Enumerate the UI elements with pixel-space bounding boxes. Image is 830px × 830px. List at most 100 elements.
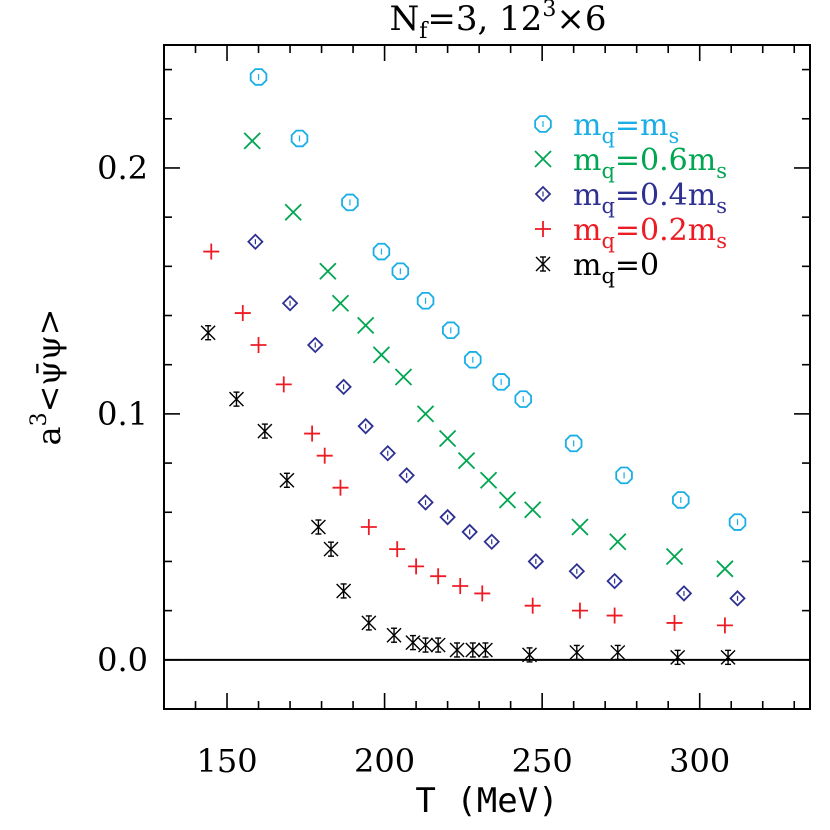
legend-label: mq=0 xyxy=(573,248,659,288)
data-point xyxy=(609,533,627,551)
data-point xyxy=(250,337,267,354)
data-point xyxy=(323,541,339,557)
data-point xyxy=(498,491,517,509)
data-point xyxy=(336,583,352,599)
y-axis-label: a3<ψ̄ψ> xyxy=(27,309,68,446)
x-tick-label: 200 xyxy=(354,742,415,780)
data-point xyxy=(522,647,538,663)
data-point xyxy=(249,68,268,86)
data-point xyxy=(304,425,321,442)
data-point xyxy=(357,417,374,435)
data-point xyxy=(203,243,220,260)
title-mid: =3, 12 xyxy=(427,0,542,39)
data-point xyxy=(430,637,446,653)
data-point xyxy=(464,351,482,369)
x-tick-label: 250 xyxy=(512,742,573,780)
data-point xyxy=(417,494,434,511)
legend-marker xyxy=(534,185,552,203)
data-point xyxy=(479,471,498,489)
data-point xyxy=(372,242,391,261)
data-point xyxy=(379,444,397,462)
title-sup: 3 xyxy=(542,0,556,22)
data-point xyxy=(666,614,683,631)
data-point xyxy=(606,572,623,590)
y-label-pre: a xyxy=(30,426,68,445)
data-point xyxy=(492,373,510,391)
x-tick-labels: 150 200 250 300 xyxy=(196,742,730,780)
data-point xyxy=(284,203,302,221)
data-point xyxy=(361,615,377,631)
data-point xyxy=(465,642,481,658)
y-label-expr: <ψ̄ψ> xyxy=(30,309,68,413)
y-tick-label: 0.2 xyxy=(97,149,148,187)
data-point xyxy=(418,637,434,653)
data-point xyxy=(290,129,309,148)
legend-label: mq=0.4ms xyxy=(573,178,727,218)
data-point xyxy=(430,568,447,585)
data-point xyxy=(452,578,469,595)
legend-marker xyxy=(535,221,551,237)
data-point xyxy=(243,132,261,150)
x-axis-label: T (MeV) xyxy=(415,781,558,821)
series-4 xyxy=(200,325,736,666)
y-label-sup: 3 xyxy=(27,412,52,426)
data-point xyxy=(234,305,251,322)
data-point xyxy=(449,642,465,658)
data-point xyxy=(331,294,350,312)
title-main: N xyxy=(389,0,419,39)
data-point xyxy=(569,644,585,661)
legend-label: mq=0.6ms xyxy=(573,143,727,183)
data-point xyxy=(457,451,476,470)
data-point xyxy=(200,325,216,341)
data-point xyxy=(257,423,273,439)
data-point xyxy=(398,467,415,484)
title-end: ×6 xyxy=(556,0,606,39)
plot-frame xyxy=(163,44,811,710)
data-point xyxy=(279,472,295,488)
legend-label: mq=0.2ms xyxy=(573,213,727,253)
data-point xyxy=(672,491,690,509)
data-point xyxy=(483,533,500,551)
data-point xyxy=(408,558,425,575)
data-point xyxy=(514,390,532,408)
data-point xyxy=(275,376,292,393)
data-point xyxy=(306,336,324,354)
data-point xyxy=(665,547,684,566)
y-tick-label: 0.0 xyxy=(97,641,148,679)
data-point xyxy=(606,607,623,624)
data-point xyxy=(310,519,326,535)
data-point xyxy=(316,447,333,464)
data-point xyxy=(416,292,435,310)
legend-marker xyxy=(534,150,552,168)
data-point xyxy=(675,585,693,602)
legend-label: mq=ms xyxy=(573,108,679,148)
data-point xyxy=(335,378,352,396)
data-point xyxy=(341,193,359,212)
series-3 xyxy=(203,243,733,634)
data-point xyxy=(228,391,244,407)
data-point xyxy=(610,644,626,661)
y-tick-labels: 0.0 0.1 0.2 xyxy=(97,149,148,679)
data-point xyxy=(332,479,349,496)
data-point xyxy=(416,405,435,423)
data-point xyxy=(389,541,406,558)
data-point xyxy=(716,617,733,634)
data-point xyxy=(728,513,747,531)
series-0 xyxy=(249,68,747,531)
data-point xyxy=(281,294,299,312)
data-point xyxy=(357,316,375,334)
legend-marker xyxy=(535,256,551,272)
data-point xyxy=(564,434,583,453)
data-point xyxy=(527,553,545,570)
y-tick-label: 0.1 xyxy=(97,395,148,433)
x-tick-label: 150 xyxy=(196,742,257,780)
chart-title: Nf=3, 123×6 xyxy=(389,0,606,44)
data-point xyxy=(571,518,589,536)
data-point xyxy=(319,262,337,280)
data-point xyxy=(386,627,402,643)
legend-marker xyxy=(534,115,552,133)
data-point xyxy=(438,429,457,448)
data-point xyxy=(372,346,391,364)
